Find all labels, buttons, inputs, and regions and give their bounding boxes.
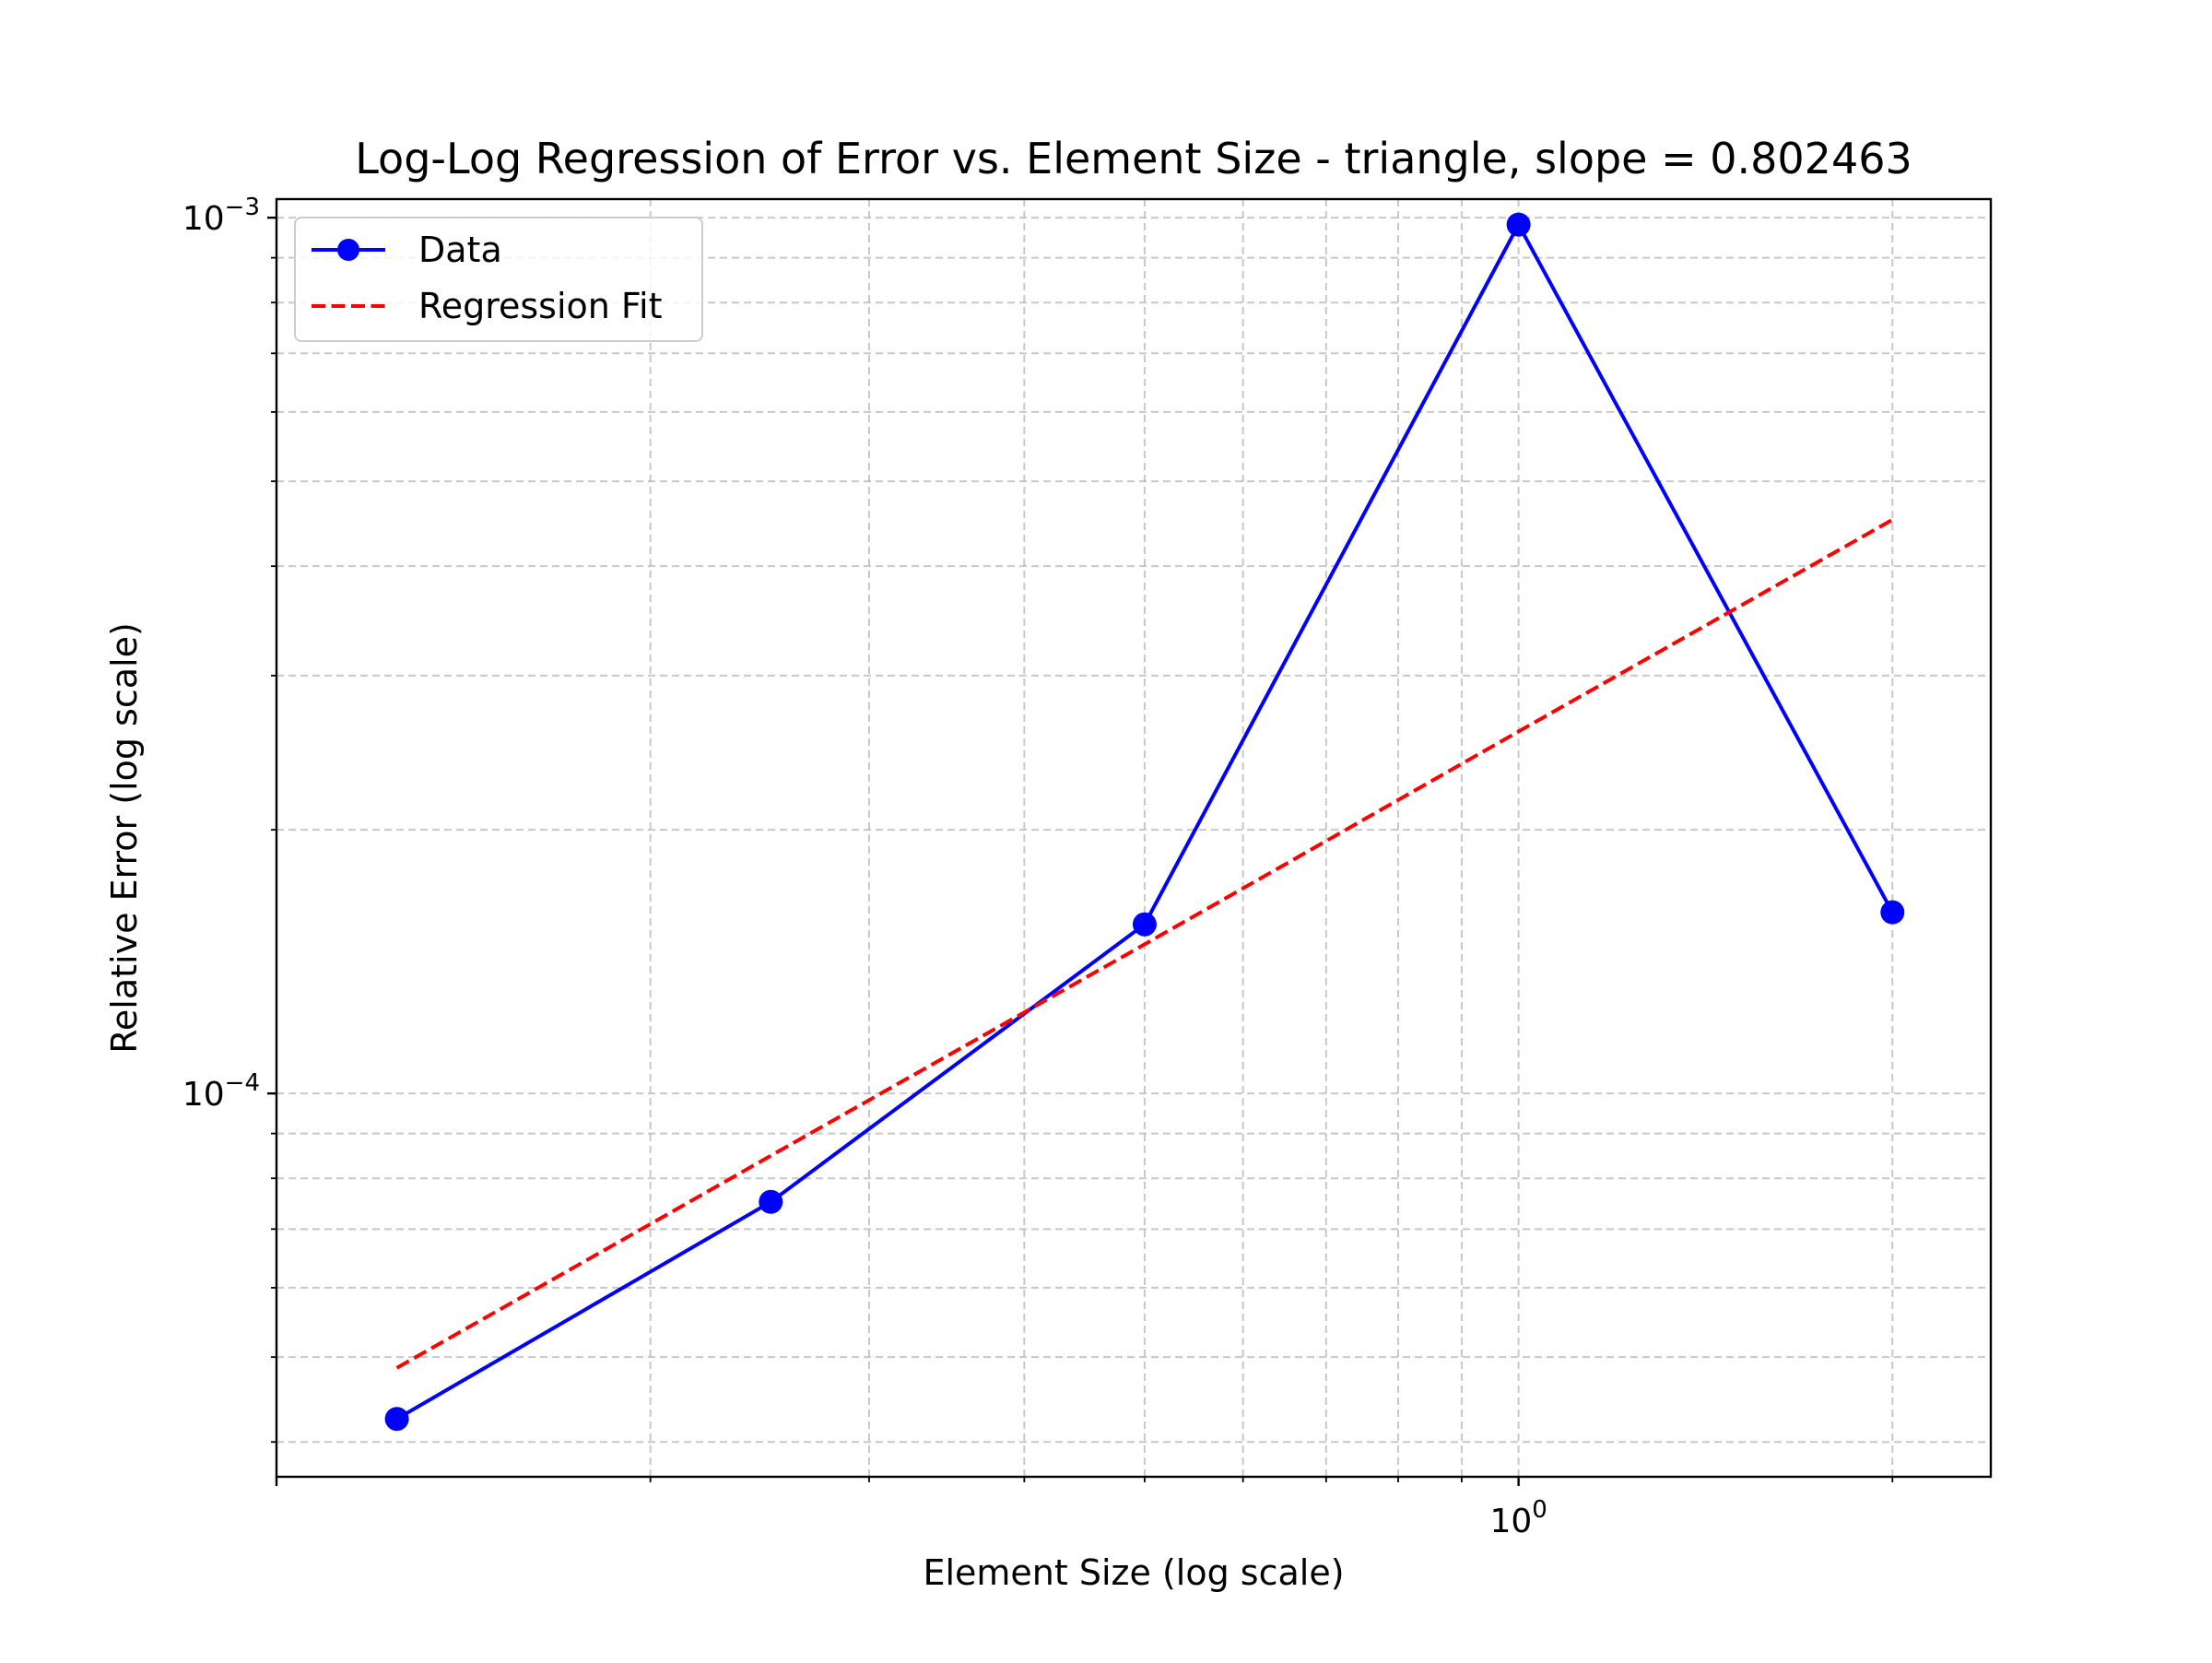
x-tick-label: 100: [1489, 1496, 1547, 1540]
legend-label-regression: Regression Fit: [418, 286, 662, 326]
legend-label-data: Data: [418, 230, 502, 270]
y-tick-label: 10−3: [182, 194, 260, 238]
y-axis-label: Relative Error (log scale): [104, 622, 145, 1054]
data-point: [759, 1189, 783, 1214]
plot-frame: [275, 197, 1993, 1479]
plot-area: [276, 199, 1991, 1477]
regression-fit-line: [395, 518, 1894, 1370]
x-axis-label: Element Size (log scale): [923, 1552, 1344, 1593]
data-point: [1132, 912, 1157, 937]
data-point: [1506, 212, 1531, 237]
ticks: 100 10−4 10−3: [182, 194, 1894, 1540]
legend-box: [294, 217, 703, 342]
series-layer: [384, 212, 1905, 1432]
y-tick-label: 10−4: [182, 1069, 260, 1114]
chart-title: Log-Log Regression of Error vs. Element …: [355, 134, 1912, 183]
legend-data-marker: [337, 239, 359, 261]
data-point: [1880, 900, 1905, 925]
grid: [276, 199, 1991, 1477]
data-point: [384, 1407, 409, 1432]
legend: Data Regression Fit: [294, 217, 703, 342]
